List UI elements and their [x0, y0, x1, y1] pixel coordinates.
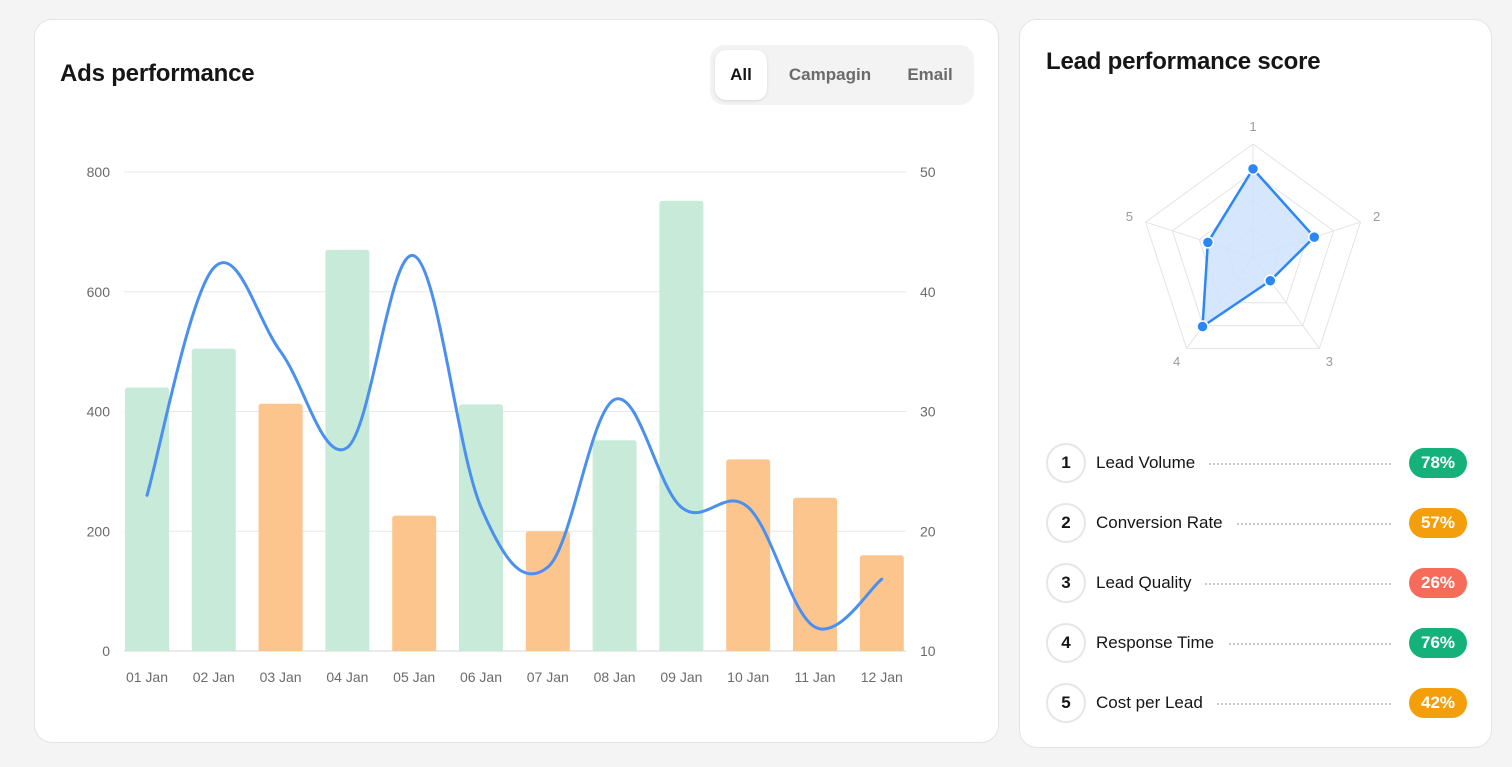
- score-row-cost-per-lead: 5 Cost per Lead 42%: [1046, 683, 1467, 723]
- tab-campaign[interactable]: Campagin: [778, 50, 882, 100]
- radar-point: [1201, 236, 1215, 249]
- radar-axis-label: 4: [1173, 354, 1180, 369]
- score-label: Response Time: [1096, 623, 1229, 663]
- ads-performance-card: Ads performance All Campagin Email 0 200 4…: [34, 19, 999, 743]
- radar-point: [1246, 162, 1260, 176]
- score-label: Lead Quality: [1096, 563, 1206, 603]
- bar: [793, 497, 837, 651]
- x-axis-tick-label: 02 Jan: [193, 669, 235, 685]
- lead-performance-title: Lead performance score: [1046, 48, 1321, 75]
- rank-badge: 4: [1046, 623, 1086, 663]
- radar-grid-ring: [1144, 143, 1362, 349]
- tab-email[interactable]: Email: [892, 50, 968, 100]
- filter-tabs: All Campagin Email: [710, 45, 974, 105]
- x-axis-tick-label: 09 Jan: [660, 669, 702, 685]
- dotted-leader: [1106, 583, 1391, 585]
- bar: [659, 200, 704, 652]
- score-percent-badge: 57%: [1409, 508, 1467, 538]
- dotted-leader: [1106, 703, 1391, 705]
- rank-badge: 1: [1046, 443, 1086, 483]
- radar-point: [1308, 230, 1321, 244]
- radar-axis-label: 2: [1373, 209, 1380, 224]
- score-label: Cost per Lead: [1096, 683, 1217, 723]
- bar: [592, 440, 637, 651]
- score-percent-badge: 78%: [1409, 448, 1467, 478]
- y-axis-tick-label: 400: [87, 404, 111, 420]
- x-axis-tick-label: 04 Jan: [326, 669, 368, 685]
- x-axis-tick-label: 08 Jan: [594, 669, 636, 685]
- tab-all[interactable]: All: [715, 50, 767, 100]
- x-axis-tick-label: 03 Jan: [260, 669, 302, 685]
- bar: [258, 403, 303, 651]
- bar: [525, 531, 570, 651]
- score-label: Conversion Rate: [1096, 503, 1237, 543]
- x-axis-tick-label: 10 Jan: [727, 669, 769, 685]
- radar-point: [1196, 320, 1209, 333]
- y-axis-tick-label: 600: [87, 284, 111, 300]
- radar-axis-label: 3: [1326, 354, 1333, 369]
- dotted-leader: [1106, 463, 1391, 465]
- y2-axis-tick-label: 30: [920, 404, 936, 420]
- rank-badge: 2: [1046, 503, 1086, 543]
- radar-grid-ring: [1171, 171, 1335, 327]
- bar: [726, 459, 771, 651]
- score-percent-badge: 26%: [1409, 568, 1467, 598]
- ads-performance-title: Ads performance: [60, 60, 255, 87]
- x-axis-tick-label: 06 Jan: [460, 669, 502, 685]
- ads-performance-chart: 0 200 400 600 800 10 20 30 40 50 01 Jan 02 Jan 03 Ja…: [87, 164, 936, 685]
- y2-axis-tick-label: 10: [920, 643, 936, 659]
- radar-axis-label: 1: [1249, 119, 1256, 134]
- radar-point: [1264, 274, 1277, 288]
- y2-axis-tick-label: 40: [920, 284, 936, 300]
- rank-badge: 5: [1046, 683, 1086, 723]
- bar: [392, 515, 437, 651]
- score-row-lead-volume: 1 Lead Volume 78%: [1046, 443, 1467, 483]
- score-percent-badge: 76%: [1409, 628, 1467, 658]
- y-axis-tick-label: 0: [102, 643, 110, 659]
- x-axis-tick-label: 11 Jan: [795, 669, 836, 685]
- bar: [325, 249, 370, 651]
- score-label: Lead Volume: [1096, 443, 1210, 483]
- series-line: [145, 254, 884, 631]
- rank-badge: 3: [1046, 563, 1086, 603]
- x-axis-tick-label: 07 Jan: [527, 669, 569, 685]
- bar: [459, 404, 503, 651]
- score-row-conversion-rate: 2 Conversion Rate 57%: [1046, 503, 1467, 543]
- score-percent-badge: 42%: [1409, 688, 1467, 718]
- x-axis-tick-label: 12 Jan: [861, 669, 903, 685]
- y2-axis-tick-label: 20: [920, 523, 936, 539]
- y-axis-tick-label: 200: [87, 523, 111, 539]
- lead-performance-card: Lead performance score 1 2 3 4 5 1 Lead Volu…: [1019, 19, 1492, 748]
- x-axis-tick-label: 01 Jan: [126, 669, 168, 685]
- dotted-leader: [1106, 643, 1391, 645]
- score-row-lead-quality: 3 Lead Quality 26%: [1046, 563, 1467, 603]
- score-row-response-time: 4 Response Time 76%: [1046, 623, 1467, 663]
- y-axis-tick-label: 800: [87, 164, 111, 180]
- y2-axis-tick-label: 50: [920, 164, 936, 180]
- dotted-leader: [1106, 523, 1391, 525]
- bar: [191, 348, 236, 651]
- x-axis-tick-label: 05 Jan: [393, 669, 435, 685]
- lead-radar-chart: 1 2 3 4 5: [1126, 119, 1381, 369]
- radar-axis-label: 5: [1126, 209, 1133, 224]
- radar-area: [1201, 167, 1316, 328]
- bar: [859, 555, 904, 651]
